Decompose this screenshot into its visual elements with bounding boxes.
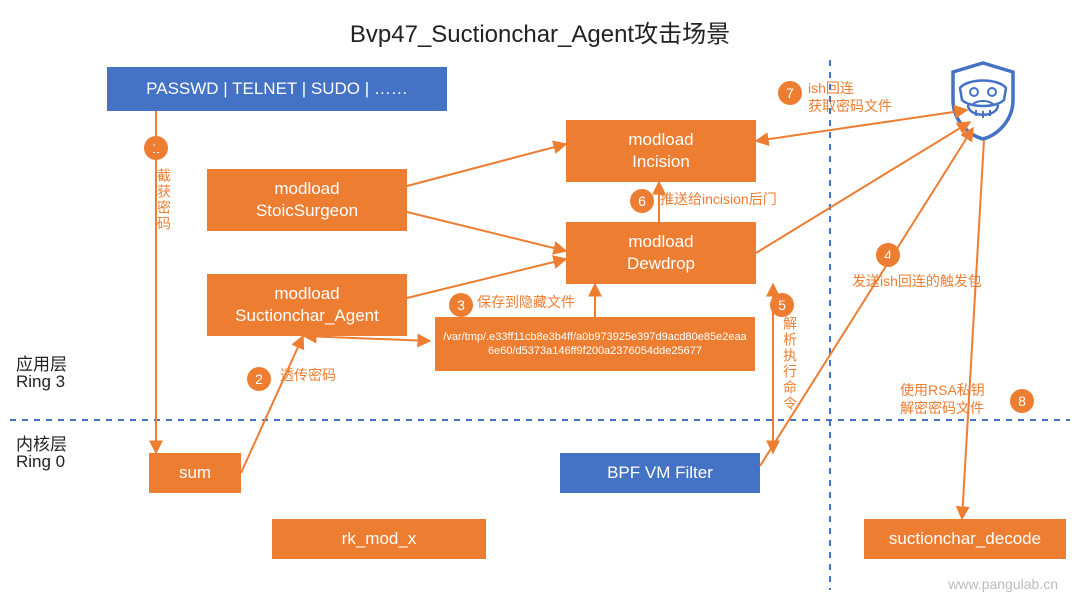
step-badge-8: 8	[1010, 389, 1034, 413]
node-stoic: modloadStoicSurgeon	[207, 169, 407, 231]
attacker-icon	[948, 60, 1018, 142]
node-dewdrop: modloadDewdrop	[566, 222, 756, 284]
step-label-l7a: ish回连	[808, 78, 854, 98]
step-badge-1: 1	[144, 136, 168, 160]
node-bpf: BPF VM Filter	[560, 453, 760, 493]
step-label-l5: 解析执行命令	[780, 316, 800, 412]
node-filepath: /var/tmp/.e33ff11cb8e3b4ff/a0b973925e397…	[435, 317, 755, 371]
step-label-l1: 截获密码	[154, 168, 174, 232]
node-incision: modloadIncision	[566, 120, 756, 182]
step-badge-2: 2	[247, 367, 271, 391]
node-rkmodx: rk_mod_x	[272, 519, 486, 559]
layer-ring0-label: Ring 0	[16, 452, 65, 472]
step-badge-4: 4	[876, 243, 900, 267]
node-suction: modloadSuctionchar_Agent	[207, 274, 407, 336]
step-label-l2: 透传密码	[280, 365, 336, 385]
node-passwd: PASSWD | TELNET | SUDO | ……	[107, 67, 447, 111]
step-badge-7: 7	[778, 81, 802, 105]
step-label-l8b: 解密密码文件	[900, 398, 984, 418]
step-label-l4: 发送ish回连的触发包	[852, 271, 982, 291]
step-label-l8a: 使用RSA私钥	[900, 380, 985, 400]
step-badge-3: 3	[449, 293, 473, 317]
layer-ring3-label: Ring 3	[16, 372, 65, 392]
step-label-l7b: 获取密码文件	[808, 96, 892, 116]
node-sum: sum	[149, 453, 241, 493]
step-label-l6: 推送给incision后门	[660, 189, 777, 209]
diagram-title: Bvp47_Suctionchar_Agent攻击场景	[0, 14, 1080, 49]
step-badge-6: 6	[630, 189, 654, 213]
footer-link: www.pangulab.cn	[948, 576, 1058, 592]
node-decode: suctionchar_decode	[864, 519, 1066, 559]
step-label-l3: 保存到隐藏文件	[477, 292, 575, 312]
step-badge-5: 5	[770, 293, 794, 317]
